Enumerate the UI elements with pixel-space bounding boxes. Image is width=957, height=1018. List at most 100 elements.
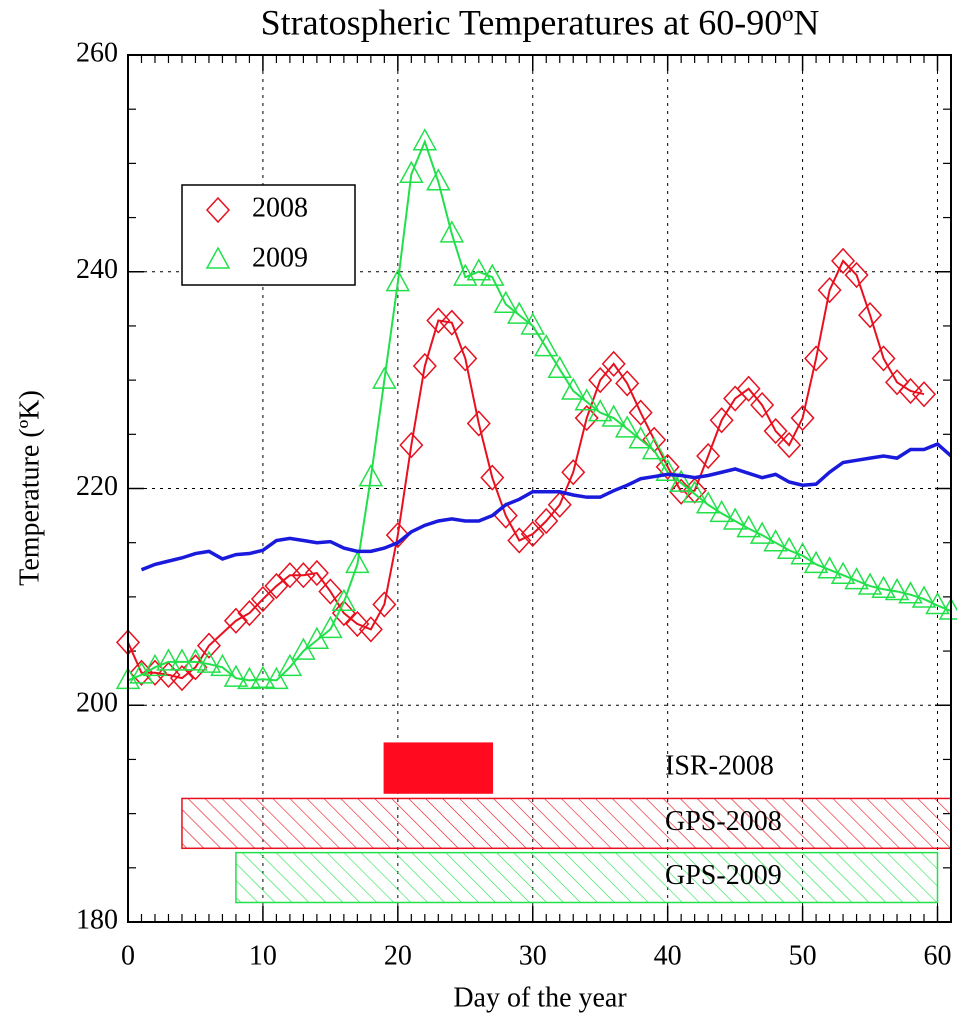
point <box>196 632 221 659</box>
point <box>574 404 599 432</box>
period-label: GPS-2008 <box>665 806 782 837</box>
point <box>264 572 289 600</box>
point <box>858 301 883 329</box>
x-tick-label: 30 <box>519 940 547 971</box>
point <box>655 453 680 480</box>
y-tick-label: 220 <box>76 471 118 502</box>
series-line <box>140 442 951 572</box>
point <box>399 160 424 183</box>
point <box>587 399 613 422</box>
point <box>709 407 734 434</box>
period-label: ISR-2008 <box>665 751 774 782</box>
legend-marker <box>205 246 231 269</box>
point <box>844 567 869 590</box>
legend-marker <box>205 196 231 224</box>
plot-frame <box>127 54 952 923</box>
point <box>749 521 775 544</box>
point <box>520 520 545 548</box>
point <box>682 480 707 503</box>
point <box>264 666 289 690</box>
point <box>790 542 815 565</box>
point <box>493 290 519 314</box>
point <box>291 637 316 660</box>
point <box>372 366 397 389</box>
chart-title: Stratospheric Temperatures at 60-90ºN <box>261 2 820 42</box>
period-bar <box>235 851 939 904</box>
x-tick-label: 20 <box>384 940 412 971</box>
point <box>277 653 303 677</box>
point <box>561 459 586 486</box>
point <box>668 469 694 492</box>
point <box>885 369 910 396</box>
point <box>156 661 181 689</box>
point <box>129 659 154 686</box>
point <box>520 312 546 335</box>
point <box>439 309 464 336</box>
point <box>223 664 249 687</box>
point <box>588 367 613 394</box>
y-tick-label: 260 <box>76 37 118 68</box>
point <box>614 415 640 438</box>
point <box>506 301 532 324</box>
x-tick-label: 10 <box>249 940 277 971</box>
point <box>817 277 842 304</box>
point <box>480 464 505 491</box>
point <box>547 355 573 379</box>
point <box>480 263 505 286</box>
point <box>871 345 896 372</box>
point <box>925 591 950 615</box>
point <box>601 404 626 427</box>
point <box>426 168 451 191</box>
point <box>615 370 640 397</box>
point <box>655 458 680 481</box>
point <box>830 561 856 584</box>
point <box>533 334 559 357</box>
point <box>871 575 896 599</box>
point <box>412 352 437 380</box>
y-tick-label: 200 <box>76 688 118 719</box>
legend-label: 2009 <box>252 242 308 273</box>
series-line <box>128 259 925 680</box>
point <box>277 562 302 589</box>
point <box>318 615 343 639</box>
x-tick-label: 60 <box>924 940 952 971</box>
point <box>237 666 262 690</box>
point <box>318 578 343 605</box>
point <box>291 562 316 589</box>
point <box>169 665 194 692</box>
period-label: GPS-2009 <box>665 860 782 891</box>
point <box>453 345 478 372</box>
point <box>345 550 370 574</box>
legend-label: 2008 <box>252 192 308 223</box>
point <box>250 665 276 688</box>
point <box>385 521 410 549</box>
point <box>129 661 154 684</box>
point <box>358 616 383 643</box>
y-tick-label: 240 <box>76 254 118 285</box>
point <box>803 550 829 574</box>
point <box>628 399 653 426</box>
point <box>345 610 370 638</box>
x-tick-label: 0 <box>121 940 135 971</box>
point <box>534 507 559 535</box>
point <box>210 653 235 677</box>
point <box>331 588 357 612</box>
point <box>695 491 721 514</box>
point <box>223 607 248 634</box>
point <box>736 375 761 402</box>
point <box>358 464 384 487</box>
point <box>547 491 572 518</box>
x-tick-label: 40 <box>654 940 682 971</box>
point <box>331 600 356 627</box>
point <box>750 391 775 419</box>
point <box>304 559 329 587</box>
point <box>898 581 923 604</box>
point <box>709 499 734 523</box>
point <box>169 648 195 671</box>
point <box>641 437 667 460</box>
x-axis-label: Day of the year <box>453 982 627 1013</box>
point <box>844 261 869 289</box>
point <box>898 377 923 405</box>
